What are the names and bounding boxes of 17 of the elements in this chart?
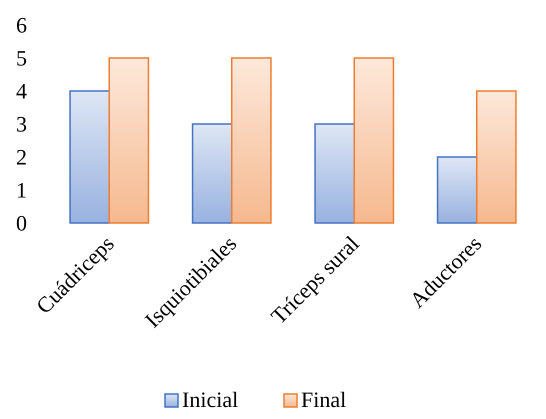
y-tick-label: 4 <box>16 78 27 104</box>
bar <box>192 123 232 224</box>
y-tick-label: 1 <box>16 178 27 203</box>
bar <box>476 90 517 224</box>
bar <box>231 57 272 224</box>
bar <box>108 57 150 224</box>
y-tick-label: 6 <box>16 12 27 38</box>
bar <box>354 57 394 224</box>
bar <box>436 156 478 224</box>
legend-label: Inicial <box>182 387 238 412</box>
bar <box>314 123 355 224</box>
legend-label: Final <box>301 387 346 412</box>
y-tick-label: 5 <box>16 46 27 71</box>
y-tick-label: 2 <box>16 144 27 170</box>
bar <box>69 90 110 224</box>
y-tick-label: 3 <box>16 112 27 137</box>
y-tick-label: 0 <box>16 210 27 236</box>
